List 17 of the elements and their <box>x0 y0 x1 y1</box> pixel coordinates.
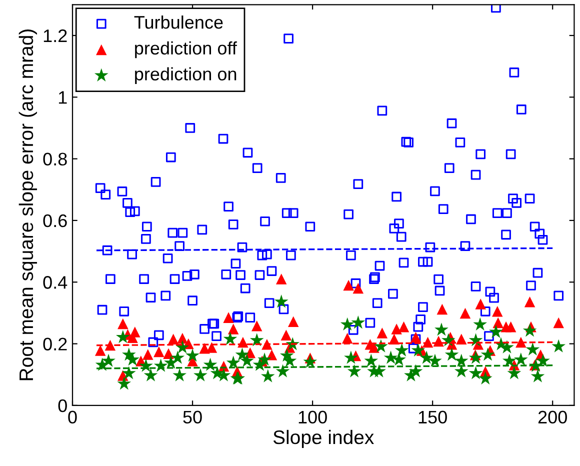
y-tick-label: 0.8 <box>43 152 67 166</box>
x-tick-label: 150 <box>418 410 447 424</box>
legend-label: Turbulence <box>134 15 223 29</box>
y-axis-title: Root mean square slope error (arc mrad) <box>18 30 37 380</box>
x-axis-title: Slope index <box>273 430 374 448</box>
y-tick-label: 0.6 <box>43 214 67 228</box>
x-tick-label: 100 <box>298 410 327 424</box>
y-tick-label: 0.4 <box>43 276 68 289</box>
x-tick-label: 200 <box>538 410 567 424</box>
y-tick-label: 1.2 <box>44 29 67 42</box>
x-tick-label: 50 <box>183 410 202 424</box>
legend-label: prediction on <box>135 67 236 84</box>
y-tick-label: 0 <box>58 399 67 412</box>
y-tick-label: 1 <box>58 91 67 104</box>
x-tick-label: 0 <box>68 410 77 424</box>
legend-label: prediction off <box>135 41 237 58</box>
y-tick-label: 0.2 <box>43 338 67 350</box>
